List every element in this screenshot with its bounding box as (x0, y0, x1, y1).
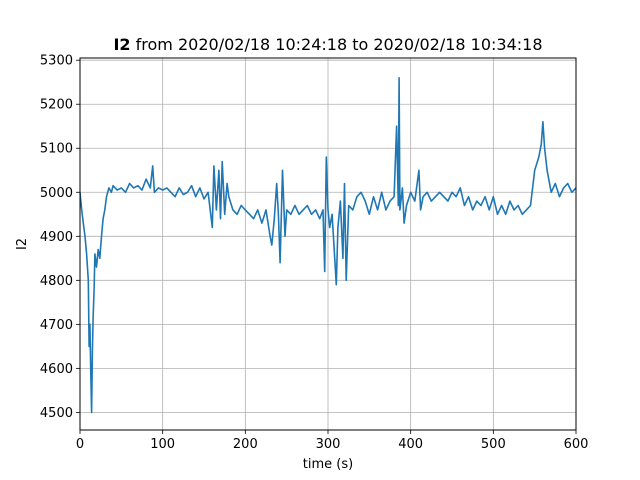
series-line-1 (80, 77, 576, 414)
x-tick-label: 500 (481, 437, 506, 452)
y-tick-label: 5000 (40, 186, 73, 201)
x-tick-label: 200 (233, 437, 258, 452)
x-tick-label: 100 (150, 437, 175, 452)
y-tick-label: 5100 (40, 142, 73, 157)
chart-title: I2 from 2020/02/18 10:24:18 to 2020/02/1… (113, 35, 542, 54)
chart-title-range: from 2020/02/18 10:24:18 to 2020/02/18 1… (131, 35, 543, 54)
y-tick-label: 4900 (40, 230, 73, 245)
x-tick-label: 400 (398, 437, 423, 452)
y-tick-label: 4600 (40, 362, 73, 377)
y-tick-label: 5300 (40, 54, 73, 69)
y-tick-label: 4800 (40, 274, 73, 289)
x-tick-label: 300 (316, 437, 341, 452)
y-axis-label: I2 (15, 238, 30, 250)
plot-area (80, 77, 576, 414)
y-tick-label: 4700 (40, 318, 73, 333)
x-axis-label: time (s) (303, 457, 353, 472)
chart-title-series: I2 (113, 35, 130, 54)
y-tick-label: 5200 (40, 98, 73, 113)
axis-ticks: 0 100 200 300 400 500 600 4500 4600 4700 4800 4900 5… (40, 54, 589, 452)
y-tick-label: 4500 (40, 406, 73, 421)
x-tick-label: 600 (564, 437, 589, 452)
x-tick-label: 0 (76, 437, 84, 452)
